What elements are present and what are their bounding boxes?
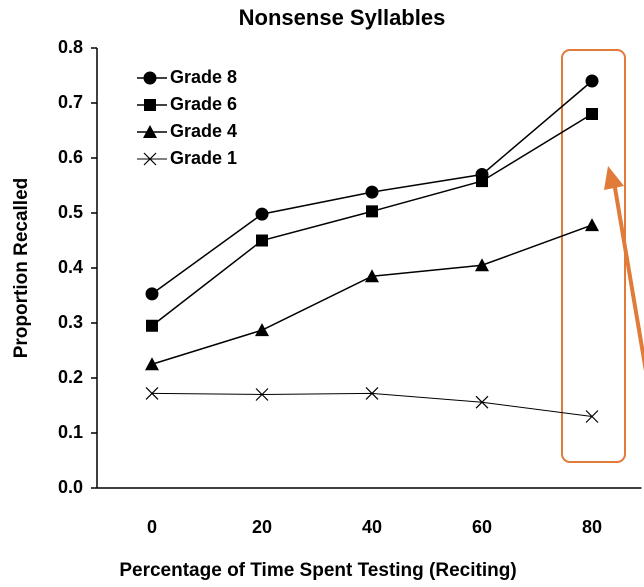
y-tick-label: 0.2	[58, 367, 83, 387]
marker	[476, 175, 488, 188]
chart-title: Nonsense Syllables	[239, 5, 446, 30]
marker	[586, 108, 598, 120]
y-tick-label: 0.1	[58, 422, 83, 442]
legend-marker	[143, 125, 157, 138]
marker	[145, 386, 159, 400]
legend-marker	[144, 99, 156, 111]
x-tick-label: 0	[147, 517, 157, 537]
marker	[365, 185, 379, 199]
marker	[365, 386, 379, 400]
marker	[585, 410, 599, 423]
marker	[366, 205, 378, 218]
marker	[585, 74, 599, 88]
marker	[475, 258, 489, 272]
arrow	[612, 181, 644, 372]
legend-label: Grade 6	[170, 94, 237, 114]
marker	[145, 287, 159, 301]
y-tick-label: 0.3	[58, 312, 83, 332]
marker	[475, 395, 489, 409]
marker	[255, 207, 269, 221]
marker	[146, 319, 158, 332]
y-tick-label: 0.7	[58, 92, 83, 112]
legend-label: Grade 8	[170, 67, 237, 87]
marker	[365, 269, 379, 283]
series-line	[151, 392, 593, 417]
y-axis-label: Proportion Recalled	[11, 178, 32, 359]
marker	[256, 234, 268, 247]
legend-label: Grade 4	[170, 121, 237, 141]
x-tick-label: 20	[252, 517, 272, 537]
x-tick-label: 60	[472, 517, 492, 537]
marker	[255, 388, 269, 401]
x-tick-label: 40	[362, 517, 382, 537]
legend-label: Grade 1	[170, 148, 237, 168]
legend-marker	[143, 71, 157, 85]
x-tick-label: 80	[582, 517, 602, 537]
arrow-head	[604, 166, 624, 190]
y-tick-label: 0.6	[58, 147, 83, 167]
y-tick-label: 0.5	[58, 202, 83, 222]
y-tick-label: 0.4	[58, 257, 83, 277]
series-line	[151, 113, 593, 327]
marker	[145, 357, 159, 371]
marker	[585, 218, 599, 232]
legend-marker	[143, 152, 157, 166]
marker	[255, 323, 269, 337]
y-tick-label: 0.8	[58, 37, 83, 57]
x-axis-label: Percentage of Time Spent Testing (Reciti…	[119, 560, 516, 581]
y-tick-label: 0.0	[58, 477, 83, 497]
